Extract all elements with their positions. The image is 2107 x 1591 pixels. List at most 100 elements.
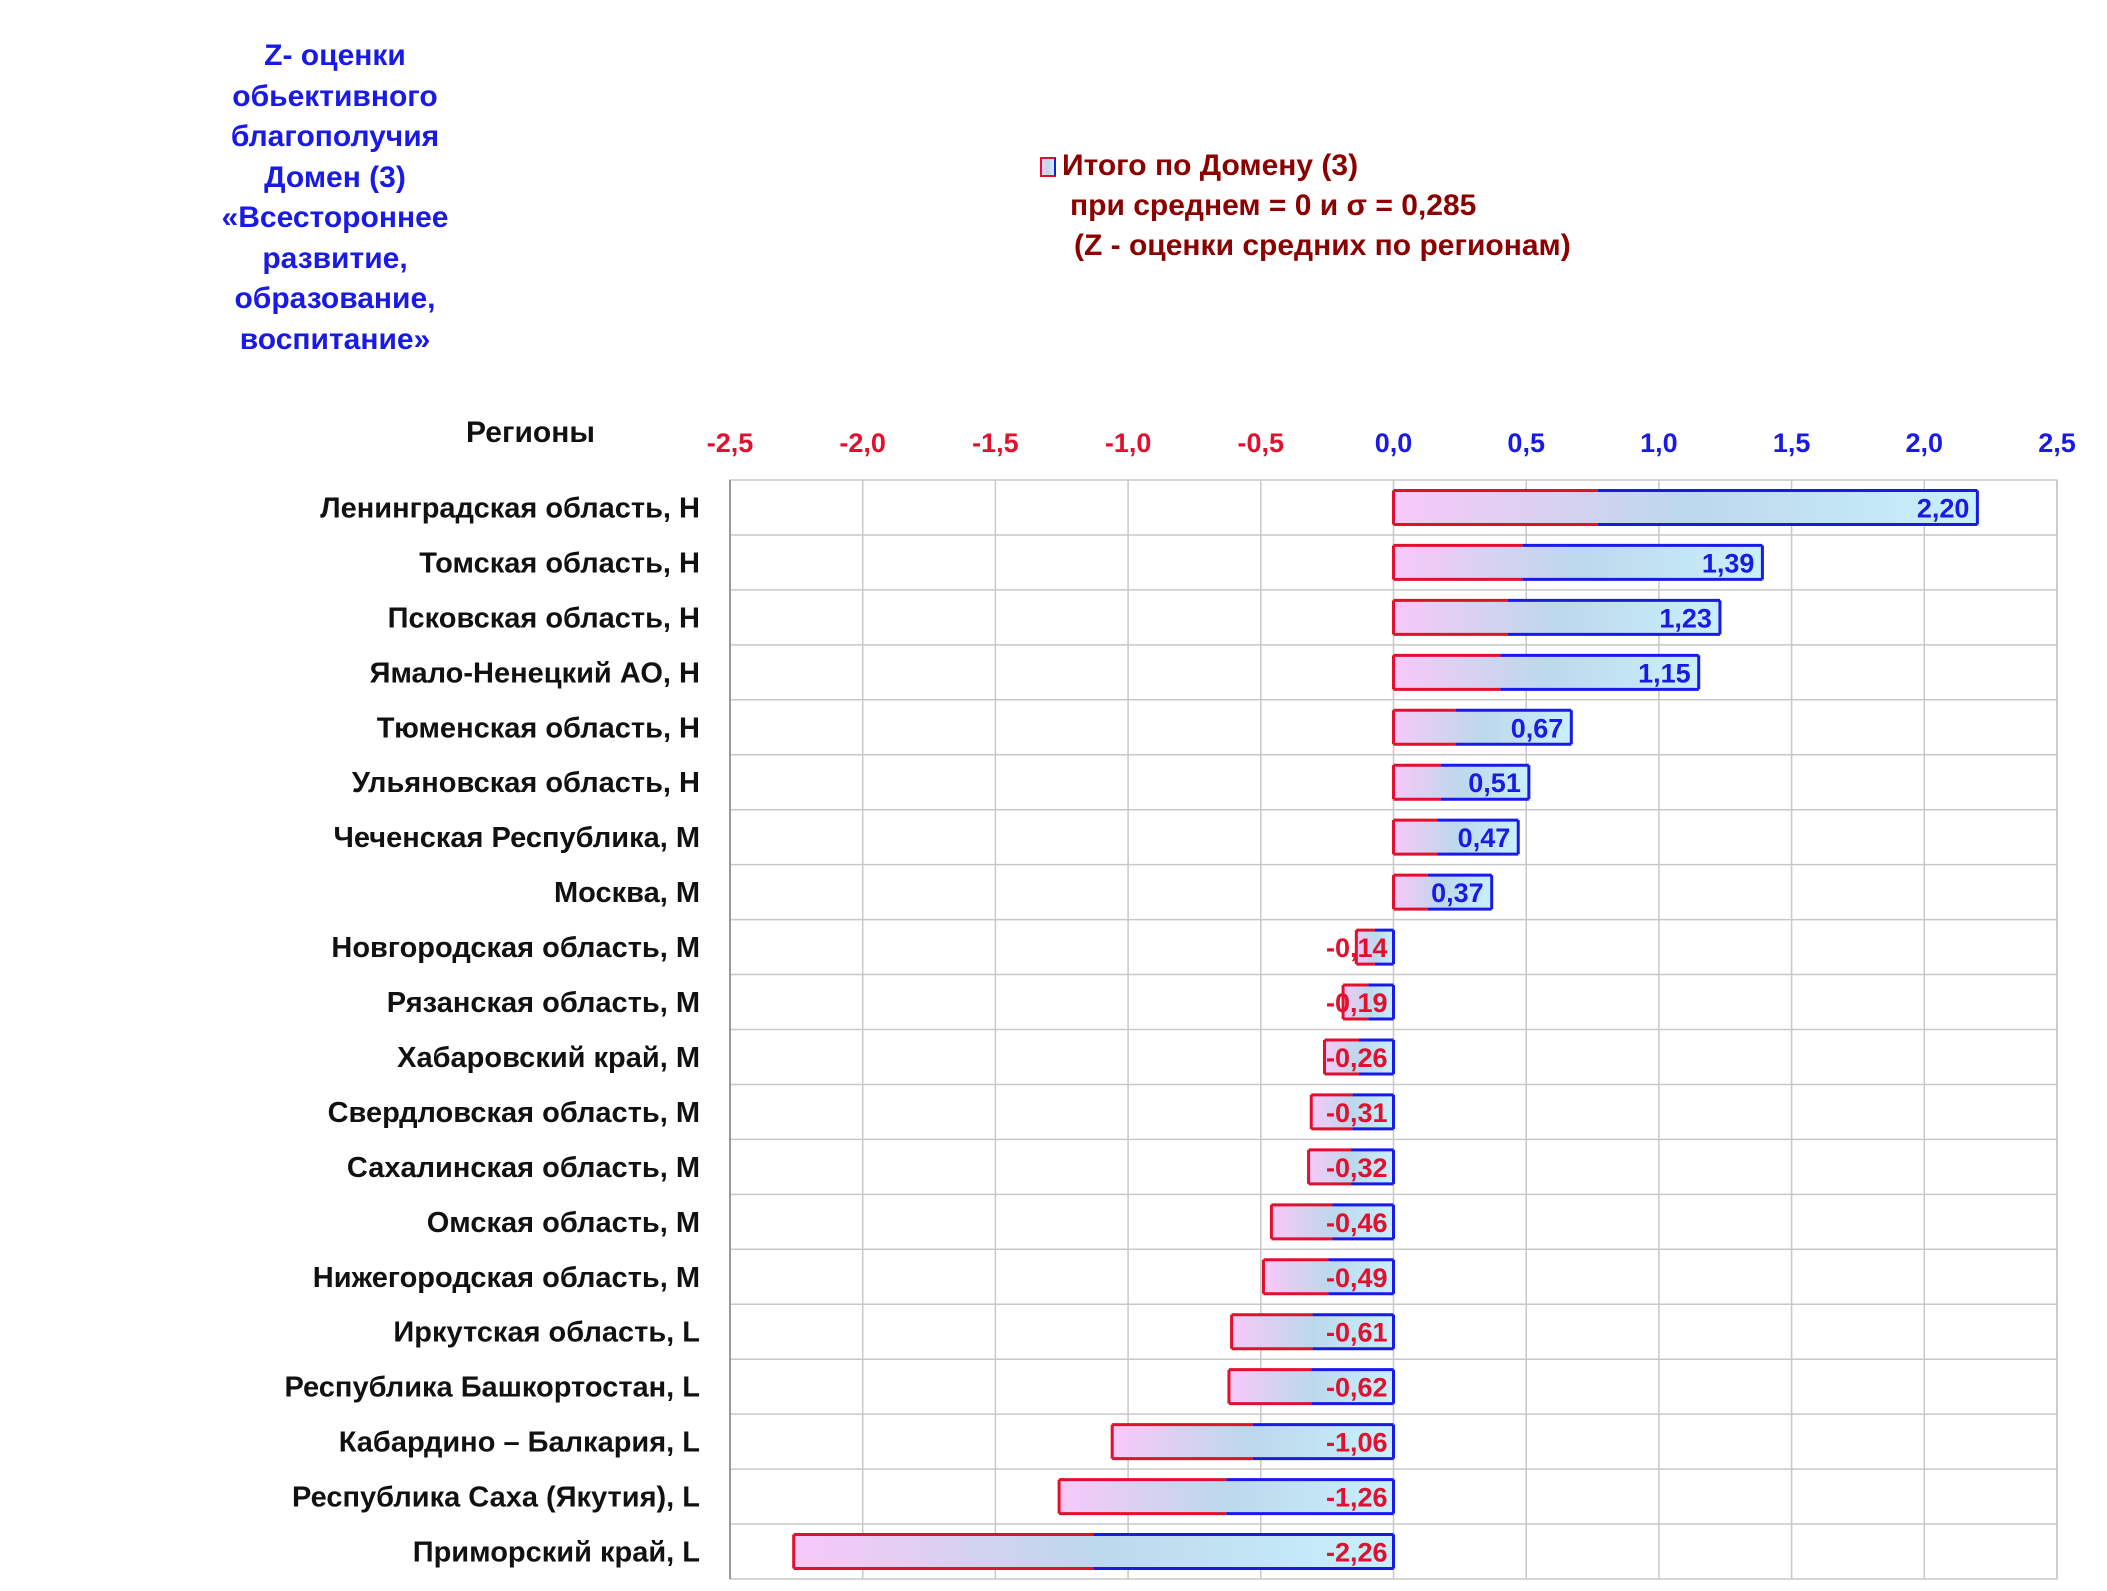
side-title-line: благополучия — [230, 120, 440, 153]
bar-group — [1392, 818, 1520, 856]
x-tick-label: -1,0 — [1105, 428, 1152, 458]
category-label: Рязанская область, M — [387, 987, 700, 1019]
x-tick-label: 0,5 — [1507, 428, 1545, 458]
bar-group — [1392, 653, 1701, 691]
category-label: Новгородская область, M — [331, 932, 700, 964]
bar-value-label: -0,26 — [1326, 1043, 1388, 1073]
chart-side-title: Z- оценки обьективного благополучия Доме… — [190, 36, 480, 360]
bar-value-label: -0,14 — [1326, 933, 1388, 963]
category-label: Хабаровский край, M — [397, 1042, 700, 1074]
bar-group — [1230, 1313, 1395, 1351]
side-title-line: воспитание» — [239, 322, 431, 356]
legend-swatch — [1040, 157, 1056, 177]
bar-group — [1354, 928, 1395, 966]
x-tick-label: 1,5 — [1773, 428, 1811, 458]
bar-group — [1392, 543, 1764, 581]
side-title-line: Домен (3) — [264, 160, 406, 194]
bar-group — [1057, 1478, 1395, 1516]
x-tick-label: 2,0 — [1906, 428, 1944, 458]
bar-group — [1261, 1258, 1395, 1296]
bar-group — [1227, 1368, 1395, 1406]
bar-group — [1392, 708, 1573, 746]
grid-layer — [729, 479, 2058, 1580]
bar — [1393, 710, 1572, 745]
category-label: Ленинградская область, H — [320, 492, 700, 524]
bar-value-label: -0,62 — [1326, 1373, 1388, 1403]
bar-group — [792, 1533, 1395, 1571]
bar-value-label: -0,49 — [1326, 1263, 1388, 1293]
bar — [1393, 765, 1529, 800]
category-label: Ульяновская область, H — [352, 767, 700, 799]
bar-value-label: 0,67 — [1511, 713, 1564, 743]
bar — [1393, 490, 1978, 525]
bar-group — [1307, 1148, 1395, 1186]
x-tick-label: -1,5 — [972, 428, 1019, 458]
side-title-line: развитие, — [262, 241, 408, 275]
bar — [1308, 1149, 1394, 1184]
category-label: Республика Башкортостан, L — [284, 1372, 700, 1404]
text-layer: -2,5 -2,0 -1,5 -1,0 -0,5 0,0 0,5 1,0 1,5 2,0 2,5 2,… — [284, 428, 2075, 1569]
bar — [1393, 545, 1763, 580]
bar — [793, 1534, 1394, 1569]
side-title-line: обьективного — [232, 79, 438, 113]
bar-group — [1392, 598, 1722, 636]
x-tick-label: 2,5 — [2038, 428, 2076, 458]
bar-value-label: -0,61 — [1326, 1318, 1388, 1348]
bar-value-label: -0,19 — [1326, 988, 1388, 1018]
x-tick-label: -2,0 — [839, 428, 886, 458]
bar — [1311, 1094, 1394, 1129]
legend-line-3: (Z - оценки средних по регионам) — [1074, 229, 1571, 262]
bar-group — [1341, 983, 1395, 1021]
y-axis-title: Регионы — [466, 416, 595, 449]
bar — [1393, 875, 1492, 910]
bar-group — [1392, 873, 1494, 911]
bar-value-label: 0,37 — [1431, 878, 1484, 908]
bar-value-label: -2,26 — [1326, 1538, 1388, 1568]
bar — [1263, 1259, 1394, 1294]
legend-series-label: Итого по Домену (3) — [1062, 149, 1359, 182]
category-label: Псковская область, H — [388, 602, 700, 634]
category-label: Республика Саха (Якутия), L — [292, 1482, 700, 1514]
chart-legend: Итого по Домену (3) при среднем = 0 и σ … — [1040, 146, 1571, 266]
bar-value-label: 2,20 — [1917, 493, 1970, 523]
bar-group — [1269, 1203, 1395, 1241]
bar-layer — [792, 488, 1979, 1571]
bar-value-label: -1,06 — [1326, 1428, 1388, 1458]
bar-value-label: -0,31 — [1326, 1098, 1388, 1128]
x-tick-label: -2,5 — [707, 428, 754, 458]
bar-group — [1392, 763, 1531, 801]
bar — [1393, 820, 1519, 855]
category-label: Свердловская область, M — [328, 1097, 700, 1129]
category-label: Москва, M — [554, 877, 700, 909]
bar-value-label: 0,51 — [1468, 768, 1521, 798]
bar — [1343, 985, 1394, 1020]
bar-value-label: 1,39 — [1702, 548, 1755, 578]
bar-group — [1110, 1423, 1395, 1461]
bar — [1228, 1369, 1394, 1404]
bar — [1231, 1314, 1394, 1349]
bar-value-label: -0,32 — [1326, 1153, 1388, 1183]
x-tick-label: 1,0 — [1640, 428, 1678, 458]
category-label: Ямало-Ненецкий АО, H — [370, 657, 700, 689]
bar — [1271, 1204, 1394, 1239]
category-label: Иркутская область, L — [393, 1317, 700, 1349]
side-title-line: Z- оценки — [264, 39, 406, 72]
side-title-line: образование, — [234, 282, 436, 315]
x-tick-label: -0,5 — [1238, 428, 1285, 458]
category-label: Тюменская область, H — [377, 712, 700, 744]
category-label: Томская область, H — [419, 547, 700, 579]
bar-value-label: 1,23 — [1659, 603, 1712, 633]
category-label: Кабардино – Балкария, L — [339, 1427, 700, 1459]
bar — [1324, 1039, 1394, 1074]
bar-value-label: 0,47 — [1458, 823, 1511, 853]
category-label: Приморский край, L — [413, 1537, 700, 1569]
bar-value-label: -1,26 — [1326, 1483, 1388, 1513]
category-label: Чеченская Республика, M — [333, 822, 700, 854]
bar — [1356, 930, 1394, 965]
x-tick-label: 0,0 — [1375, 428, 1413, 458]
bar-group — [1309, 1093, 1395, 1131]
bar — [1393, 600, 1720, 635]
bar-value-label: 1,15 — [1638, 658, 1691, 688]
bar — [1393, 655, 1699, 690]
